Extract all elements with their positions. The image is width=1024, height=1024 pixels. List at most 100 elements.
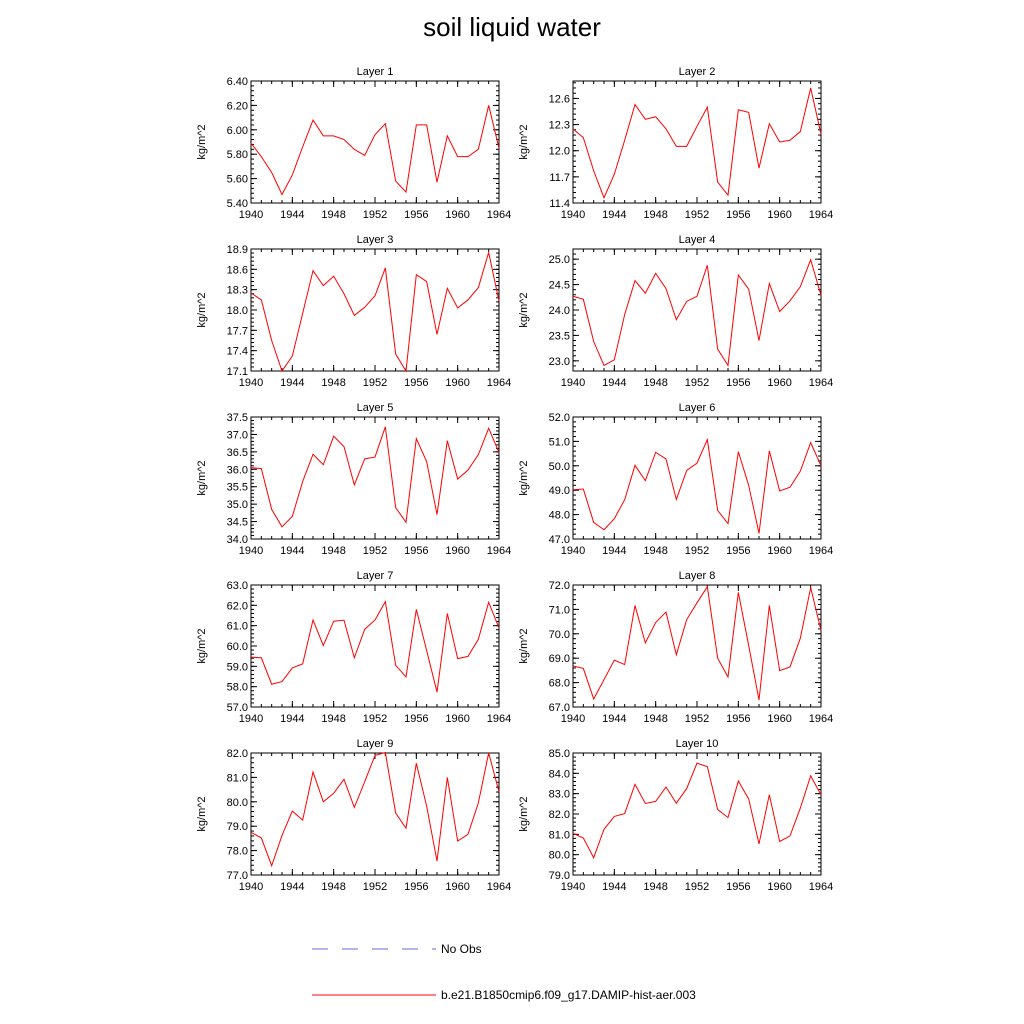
y-tick-label: 12.6 — [549, 93, 570, 105]
series-line — [572, 762, 822, 859]
x-tick-label: 1960 — [445, 713, 469, 725]
y-tick-label: 82.0 — [549, 809, 570, 821]
page-title: soil liquid water — [423, 12, 601, 42]
plot-frame — [572, 416, 822, 540]
x-tick-label: 1952 — [685, 881, 709, 893]
panel-title: Layer 10 — [676, 738, 719, 750]
y-tick-label: 63.0 — [227, 580, 248, 592]
x-tick-label: 1960 — [767, 209, 791, 221]
x-tick-label: 1952 — [685, 209, 709, 221]
legend-label-series: b.e21.B1850cmip6.f09_g17.DAMIP-hist-aer.… — [441, 988, 696, 1002]
y-tick-label: 47.0 — [549, 534, 570, 546]
panel-title: Layer 8 — [679, 570, 716, 582]
x-tick-label: 1956 — [726, 713, 750, 725]
panel-title: Layer 7 — [357, 570, 394, 582]
y-tick-label: 5.40 — [227, 198, 248, 210]
y-tick-label: 17.7 — [227, 325, 248, 337]
y-tick-label: 35.0 — [227, 499, 248, 511]
x-tick-label: 1960 — [445, 545, 469, 557]
y-tick-label: 68.0 — [549, 678, 570, 690]
y-tick-label: 57.0 — [227, 702, 248, 714]
series-line — [572, 87, 822, 200]
x-tick-label: 1944 — [280, 545, 304, 557]
x-tick-label: 1944 — [602, 377, 626, 389]
x-tick-label: 1944 — [602, 545, 626, 557]
y-tick-label: 49.0 — [549, 485, 570, 497]
series-line — [250, 252, 500, 373]
y-tick-label: 6.20 — [227, 100, 248, 112]
panel-title: Layer 5 — [357, 402, 394, 414]
x-tick-label: 1940 — [561, 377, 585, 389]
series-line — [572, 437, 822, 534]
x-tick-label: 1948 — [321, 713, 345, 725]
y-tick-label: 61.0 — [227, 621, 248, 633]
y-tick-label: 6.00 — [227, 125, 248, 137]
y-tick-label: 12.3 — [549, 120, 570, 132]
x-tick-label: 1956 — [726, 377, 750, 389]
x-tick-label: 1952 — [685, 377, 709, 389]
series-line — [250, 105, 500, 196]
x-tick-label: 1944 — [280, 713, 304, 725]
x-tick-label: 1944 — [602, 713, 626, 725]
y-tick-label: 79.0 — [227, 821, 248, 833]
y-tick-label: 17.1 — [227, 366, 248, 378]
y-tick-label: 23.0 — [549, 356, 570, 368]
y-tick-label: 84.0 — [549, 768, 570, 780]
y-tick-label: 81.0 — [549, 829, 570, 841]
y-axis-label: kg/m^2 — [196, 124, 208, 159]
x-tick-label: 1956 — [726, 881, 750, 893]
x-tick-label: 1944 — [602, 209, 626, 221]
x-tick-label: 1960 — [767, 545, 791, 557]
x-tick-label: 1964 — [487, 713, 511, 725]
x-tick-label: 1960 — [445, 881, 469, 893]
y-tick-label: 58.0 — [227, 682, 248, 694]
y-tick-label: 79.0 — [549, 870, 570, 882]
y-tick-label: 18.3 — [227, 285, 248, 297]
x-tick-label: 1964 — [487, 545, 511, 557]
chart-panel: Layer 5 kg/m^2 1940 1944 1948 1952 1956 1960 196… — [196, 402, 511, 557]
y-tick-label: 12.0 — [549, 146, 570, 158]
x-tick-label: 1952 — [685, 545, 709, 557]
x-tick-label: 1944 — [280, 881, 304, 893]
x-tick-label: 1964 — [809, 377, 833, 389]
y-axis-label: kg/m^2 — [196, 460, 208, 495]
panel-title: Layer 3 — [357, 234, 394, 246]
y-tick-label: 52.0 — [549, 412, 570, 424]
y-tick-label: 69.0 — [549, 653, 570, 665]
x-tick-label: 1952 — [685, 713, 709, 725]
y-tick-label: 70.0 — [549, 629, 570, 641]
x-tick-label: 1964 — [809, 545, 833, 557]
x-tick-label: 1956 — [404, 209, 428, 221]
y-tick-label: 50.0 — [549, 461, 570, 473]
x-tick-label: 1948 — [643, 209, 667, 221]
x-tick-label: 1940 — [239, 209, 263, 221]
chart-panel: Layer 2 kg/m^2 1940 1944 1948 1952 1956 1960 196… — [518, 66, 833, 221]
y-tick-label: 72.0 — [549, 580, 570, 592]
chart-panel: Layer 10 kg/m^2 1940 1944 1948 1952 1956 1960 19… — [518, 738, 833, 893]
y-tick-label: 36.0 — [227, 464, 248, 476]
panel-title: Layer 2 — [679, 66, 716, 78]
y-axis-label: kg/m^2 — [196, 628, 208, 663]
chart-panel: Layer 6 kg/m^2 1940 1944 1948 1952 1956 1960 196… — [518, 402, 833, 557]
chart-panel: Layer 3 kg/m^2 1940 1944 1948 1952 1956 1960 196… — [196, 234, 511, 389]
x-tick-label: 1960 — [445, 209, 469, 221]
plot-frame — [250, 752, 500, 876]
y-axis-label: kg/m^2 — [196, 796, 208, 831]
x-tick-label: 1944 — [602, 881, 626, 893]
y-tick-label: 67.0 — [549, 702, 570, 714]
series-line — [250, 600, 500, 693]
x-tick-label: 1940 — [561, 209, 585, 221]
y-tick-label: 82.0 — [227, 748, 248, 760]
panel-title: Layer 6 — [679, 402, 716, 414]
y-tick-label: 80.0 — [227, 797, 248, 809]
y-tick-label: 25.0 — [549, 254, 570, 266]
x-tick-label: 1940 — [239, 713, 263, 725]
x-tick-label: 1964 — [809, 881, 833, 893]
chart-panel: Layer 7 kg/m^2 1940 1944 1948 1952 1956 1960 196… — [196, 570, 511, 725]
x-tick-label: 1964 — [487, 209, 511, 221]
series-line — [572, 585, 822, 701]
chart-panel: Layer 9 kg/m^2 1940 1944 1948 1952 1956 1960 196… — [196, 738, 511, 893]
x-tick-label: 1956 — [404, 377, 428, 389]
y-tick-label: 78.0 — [227, 846, 248, 858]
